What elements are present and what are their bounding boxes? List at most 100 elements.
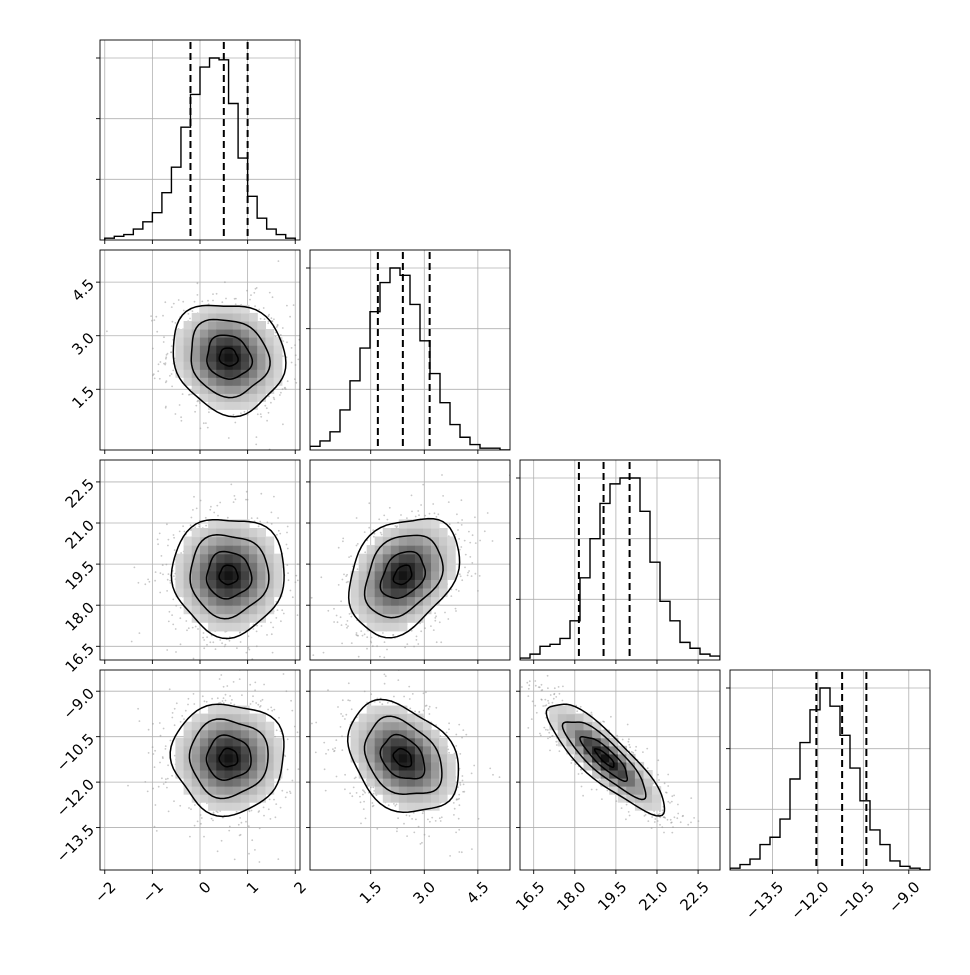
scatter-point xyxy=(471,562,473,564)
scatter-point xyxy=(286,690,288,692)
scatter-point xyxy=(138,582,140,584)
density-block xyxy=(175,329,184,338)
scatter-point xyxy=(324,561,326,563)
density-block xyxy=(423,579,432,588)
density-block xyxy=(367,614,376,623)
density-block xyxy=(367,588,376,597)
scatter-point xyxy=(150,315,152,317)
density-block xyxy=(241,794,250,803)
scatter-point xyxy=(364,633,366,635)
scatter-point xyxy=(270,402,272,404)
scatter-point xyxy=(190,808,192,810)
scatter-point xyxy=(405,661,407,663)
scatter-point xyxy=(325,790,327,792)
scatter-point xyxy=(171,386,173,388)
density-block xyxy=(200,345,209,354)
scatter-point xyxy=(275,803,277,805)
scatter-point xyxy=(259,828,261,830)
density-block xyxy=(241,528,250,537)
scatter-point xyxy=(172,599,174,601)
scatter-point xyxy=(167,545,169,547)
scatter-point xyxy=(217,697,219,699)
scatter-point xyxy=(215,648,217,650)
scatter-point xyxy=(269,292,271,294)
density-block xyxy=(274,579,283,588)
density-block xyxy=(265,377,274,386)
density-block xyxy=(241,597,250,606)
density-block xyxy=(375,537,384,546)
scatter-point xyxy=(433,629,435,631)
scatter-point xyxy=(351,795,353,797)
scatter-point xyxy=(349,700,351,702)
scatter-point xyxy=(287,380,289,382)
density-block xyxy=(175,762,184,771)
scatter-point xyxy=(165,382,167,384)
scatter-point xyxy=(459,753,461,755)
scatter-point xyxy=(297,359,299,361)
scatter-point xyxy=(436,516,438,518)
scatter-point xyxy=(272,652,274,654)
scatter-point xyxy=(280,807,282,809)
density-block xyxy=(415,537,424,546)
scatter-point xyxy=(411,511,413,513)
scatter-point xyxy=(412,693,414,695)
density-block xyxy=(184,545,193,554)
scatter-point xyxy=(225,700,227,702)
scatter-point xyxy=(283,613,285,615)
scatter-point xyxy=(294,726,296,728)
density-block xyxy=(439,588,448,597)
scatter-point xyxy=(333,608,335,610)
scatter-point xyxy=(173,534,175,536)
scatter-point xyxy=(167,579,169,581)
density-panel-0-3 xyxy=(100,668,308,870)
scatter-point xyxy=(349,613,351,615)
scatter-point xyxy=(217,515,219,517)
scatter-point xyxy=(164,301,166,303)
density-block xyxy=(241,706,250,715)
scatter-point xyxy=(216,505,218,507)
scatter-point xyxy=(139,632,141,634)
scatter-point xyxy=(245,821,247,823)
scatter-point xyxy=(260,493,262,495)
scatter-point xyxy=(244,411,246,413)
density-block xyxy=(241,554,250,563)
density-block xyxy=(225,571,234,580)
scatter-point xyxy=(462,729,464,731)
density-block xyxy=(192,746,201,755)
density-block xyxy=(175,579,184,588)
scatter-point xyxy=(371,637,373,639)
scatter-point xyxy=(229,695,231,697)
scatter-point xyxy=(378,518,380,520)
density-block xyxy=(200,554,209,563)
scatter-point xyxy=(351,642,353,644)
scatter-point xyxy=(379,656,381,658)
scatter-point xyxy=(396,830,398,832)
scatter-point xyxy=(270,707,272,709)
scatter-point xyxy=(286,305,288,307)
scatter-point xyxy=(340,726,342,728)
scatter-point xyxy=(261,625,263,627)
scatter-point xyxy=(272,627,274,629)
scatter-point xyxy=(268,321,270,323)
density-block xyxy=(257,754,266,763)
scatter-point xyxy=(292,596,294,598)
density-block xyxy=(208,571,217,580)
density-block xyxy=(257,528,266,537)
density-block xyxy=(200,369,209,378)
density-block xyxy=(249,337,258,346)
density-block xyxy=(439,545,448,554)
scatter-point xyxy=(246,652,248,654)
scatter-point xyxy=(175,605,177,607)
scatter-point xyxy=(363,808,365,810)
scatter-point xyxy=(295,364,297,366)
scatter-point xyxy=(492,774,494,776)
scatter-point xyxy=(181,475,183,477)
scatter-point xyxy=(386,649,388,651)
scatter-point xyxy=(169,375,171,377)
scatter-point xyxy=(152,723,154,725)
scatter-point xyxy=(194,411,196,413)
scatter-point xyxy=(346,574,348,576)
scatter-point xyxy=(260,416,262,418)
scatter-point xyxy=(411,495,413,497)
scatter-point xyxy=(234,495,236,497)
